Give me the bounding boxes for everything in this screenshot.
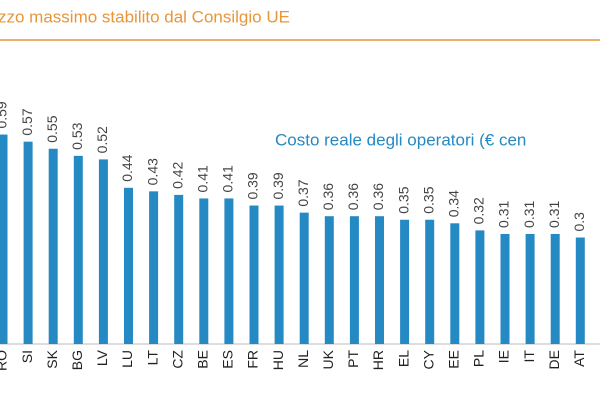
bar xyxy=(425,219,435,344)
x-tick-label: DE xyxy=(546,350,562,369)
x-tick-label: NL xyxy=(295,350,311,368)
x-tick-label: BG xyxy=(69,350,85,370)
value-label: 0.43 xyxy=(144,158,160,185)
bar xyxy=(575,237,585,344)
value-label: 0.35 xyxy=(395,186,411,213)
value-label: 0.37 xyxy=(295,179,311,206)
bar xyxy=(149,191,159,344)
value-label: 0.34 xyxy=(446,190,462,217)
value-label: 0.55 xyxy=(44,115,60,142)
value-label: 0.57 xyxy=(19,108,35,135)
x-tick-label: ES xyxy=(220,350,236,369)
bar xyxy=(199,198,209,344)
x-tick-label: HR xyxy=(370,350,386,370)
value-label: 0.31 xyxy=(496,200,512,227)
value-label: 0.39 xyxy=(270,172,286,199)
value-label: 0.32 xyxy=(471,197,487,224)
x-tick-label: IT xyxy=(521,350,537,363)
bar xyxy=(48,148,58,344)
bar xyxy=(174,194,184,344)
x-tick-label: PL xyxy=(471,350,487,367)
value-label: 0.42 xyxy=(169,161,185,188)
value-label: 0.59 xyxy=(0,101,10,128)
x-tick-label: HU xyxy=(270,350,286,370)
x-tick-label: LT xyxy=(144,350,160,366)
chart-title: zzo massimo stabilito dal Consilgio UE xyxy=(0,7,290,26)
value-label: 0.53 xyxy=(69,122,85,149)
bar xyxy=(249,205,259,344)
bar xyxy=(550,233,560,344)
value-label: 0.3 xyxy=(571,212,587,232)
x-tick-label: PT xyxy=(345,350,361,368)
value-label: 0.39 xyxy=(245,172,261,199)
x-tick-label: BE xyxy=(195,350,211,369)
value-label: 0.35 xyxy=(420,186,436,213)
bar xyxy=(475,230,485,344)
bar xyxy=(274,205,284,344)
x-tick-label: IE xyxy=(496,350,512,363)
bar xyxy=(450,223,460,344)
bar xyxy=(349,216,359,344)
x-tick-label: RO xyxy=(0,350,10,371)
value-label: 0.36 xyxy=(320,183,336,210)
value-label: 0.36 xyxy=(370,183,386,210)
bar xyxy=(324,216,334,344)
bar xyxy=(400,219,410,344)
x-tick-label: LU xyxy=(119,350,135,368)
bar xyxy=(23,141,33,344)
bar xyxy=(299,212,309,344)
x-tick-label: EL xyxy=(395,350,411,367)
bar xyxy=(73,155,83,344)
value-label: 0.31 xyxy=(521,200,537,227)
x-tick-label: EE xyxy=(446,350,462,369)
x-tick-label: SI xyxy=(19,350,35,363)
x-tick-label: CY xyxy=(420,349,436,369)
x-tick-label: FR xyxy=(245,350,261,369)
bar xyxy=(500,233,510,344)
bar xyxy=(375,216,384,344)
value-label: 0.36 xyxy=(345,183,361,210)
bar xyxy=(124,187,133,344)
value-label: 0.31 xyxy=(546,200,562,227)
value-label: 0.41 xyxy=(195,165,211,192)
x-tick-label: LV xyxy=(94,349,110,366)
bar xyxy=(224,198,234,344)
bar xyxy=(0,134,8,344)
x-tick-label: UK xyxy=(320,349,336,369)
x-tick-label: CZ xyxy=(169,350,185,369)
bar xyxy=(98,159,108,344)
value-label: 0.52 xyxy=(94,126,110,153)
x-tick-label: AT xyxy=(571,350,587,367)
series-label: Costo reale degli operatori (€ cen xyxy=(275,130,526,149)
bar xyxy=(525,233,535,344)
value-label: 0.44 xyxy=(119,154,135,181)
x-tick-label: SK xyxy=(44,349,60,368)
value-label: 0.41 xyxy=(220,165,236,192)
